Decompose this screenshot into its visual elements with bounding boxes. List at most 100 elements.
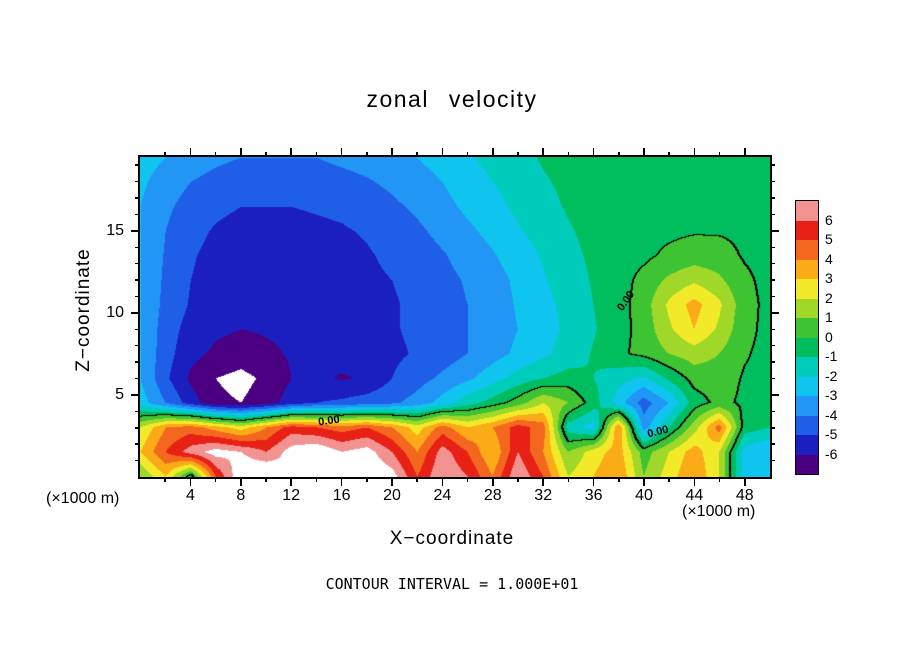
- z-minor-tick-right: [770, 443, 775, 445]
- x-minor-tick-top: [214, 152, 217, 157]
- contour-interval-note: CONTOUR INTERVAL = 1.000E+01: [325, 575, 579, 593]
- x-major-tick: [492, 477, 494, 486]
- z-minor-tick: [135, 213, 140, 216]
- x-minor-tick: [315, 477, 318, 482]
- x-minor-tick-top: [718, 152, 721, 157]
- x-minor-tick-top: [466, 152, 469, 157]
- z-minor-tick: [135, 344, 140, 347]
- colorbar-segment: [796, 220, 818, 240]
- x-major-tick-top: [542, 148, 544, 157]
- colorbar-segment: [796, 259, 818, 279]
- z-minor-tick: [135, 262, 140, 265]
- x-minor-tick: [668, 477, 670, 482]
- x-minor-tick-top: [567, 152, 570, 157]
- z-minor-tick: [135, 279, 140, 281]
- colorbar-segment: [796, 279, 818, 299]
- z-minor-tick: [135, 427, 140, 429]
- x-major-tick: [189, 477, 192, 486]
- z-minor-tick-right: [770, 295, 775, 298]
- z-minor-tick: [135, 410, 140, 413]
- colorbar-segment: [796, 240, 818, 260]
- z-major-tick-right: [770, 394, 779, 396]
- x-minor-tick: [214, 477, 217, 482]
- x-major-tick-top: [189, 148, 192, 157]
- x-minor-tick-top: [315, 152, 318, 157]
- x-major-tick-top: [290, 148, 292, 157]
- z-minor-tick-right: [770, 361, 775, 363]
- z-minor-tick: [135, 246, 140, 248]
- colorbar-segment: [796, 376, 818, 396]
- x-axis-unit-right: (×1000 m): [682, 503, 756, 520]
- x-tick-label: 4: [185, 487, 195, 504]
- x-minor-tick-top: [668, 152, 670, 157]
- colorbar-label: 5: [825, 231, 833, 247]
- colorbar-label: -4: [825, 406, 838, 423]
- x-tick-label: 48: [735, 487, 754, 504]
- x-axis-title: X−coordinate: [389, 528, 515, 549]
- z-minor-tick-right: [770, 164, 775, 166]
- x-major-tick: [643, 477, 645, 486]
- colorbar-segment: [796, 337, 818, 357]
- x-tick-label: 44: [685, 487, 704, 504]
- z-minor-tick: [135, 443, 140, 445]
- z-minor-tick-right: [770, 262, 775, 265]
- x-minor-tick: [416, 477, 418, 482]
- z-tick-label: 10: [106, 303, 124, 321]
- x-major-tick: [391, 477, 393, 486]
- z-tick-label: 15: [106, 221, 124, 239]
- x-major-tick: [441, 477, 444, 486]
- x-major-tick: [240, 477, 242, 486]
- z-minor-tick: [135, 377, 140, 380]
- colorbar-label: 3: [825, 270, 833, 286]
- x-tick-label: 16: [332, 487, 351, 504]
- x-minor-tick-top: [164, 152, 166, 157]
- colorbar-segment: [796, 298, 818, 318]
- x-minor-tick: [517, 477, 519, 482]
- x-minor-tick: [718, 477, 721, 482]
- x-tick-label: 20: [383, 487, 401, 504]
- x-major-tick-top: [643, 148, 645, 157]
- x-axis-unit-left: (×1000 m): [46, 490, 120, 507]
- x-major-tick: [290, 477, 292, 486]
- z-minor-tick-right: [770, 180, 775, 183]
- z-minor-tick-right: [770, 410, 775, 413]
- colorbar: [795, 200, 819, 475]
- z-minor-tick-right: [770, 197, 775, 199]
- z-minor-tick-right: [770, 344, 775, 347]
- x-major-tick: [340, 477, 343, 486]
- z-major-tick: [131, 312, 140, 314]
- x-tick-label: 28: [483, 487, 502, 504]
- z-major-tick-right: [770, 230, 779, 232]
- x-major-tick: [744, 477, 746, 486]
- z-major-tick: [131, 394, 140, 396]
- z-minor-tick-right: [770, 328, 775, 331]
- z-minor-tick: [135, 459, 140, 462]
- z-minor-tick-right: [770, 377, 775, 380]
- x-minor-tick-top: [366, 152, 368, 157]
- x-minor-tick: [265, 477, 267, 482]
- x-major-tick-top: [492, 148, 494, 157]
- x-minor-tick-top: [618, 152, 620, 157]
- colorbar-segment: [796, 435, 818, 455]
- contour-canvas: [140, 157, 770, 477]
- x-minor-tick-top: [265, 152, 267, 157]
- colorbar-label: -6: [825, 445, 838, 462]
- x-minor-tick: [366, 477, 368, 482]
- z-major-tick-right: [770, 312, 779, 314]
- x-major-tick: [592, 477, 595, 486]
- z-minor-tick: [135, 328, 140, 331]
- z-minor-tick: [135, 361, 140, 363]
- colorbar-segment: [796, 454, 818, 474]
- x-minor-tick: [618, 477, 620, 482]
- z-minor-tick-right: [770, 427, 775, 429]
- colorbar-label: -2: [825, 367, 838, 384]
- z-minor-tick-right: [770, 459, 775, 462]
- colorbar-segment: [796, 201, 818, 221]
- colorbar-segment: [796, 396, 818, 416]
- x-major-tick-top: [744, 148, 746, 157]
- x-major-tick-top: [441, 148, 444, 157]
- z-minor-tick-right: [770, 246, 775, 248]
- x-tick-label: 40: [635, 487, 653, 504]
- x-minor-tick: [466, 477, 469, 482]
